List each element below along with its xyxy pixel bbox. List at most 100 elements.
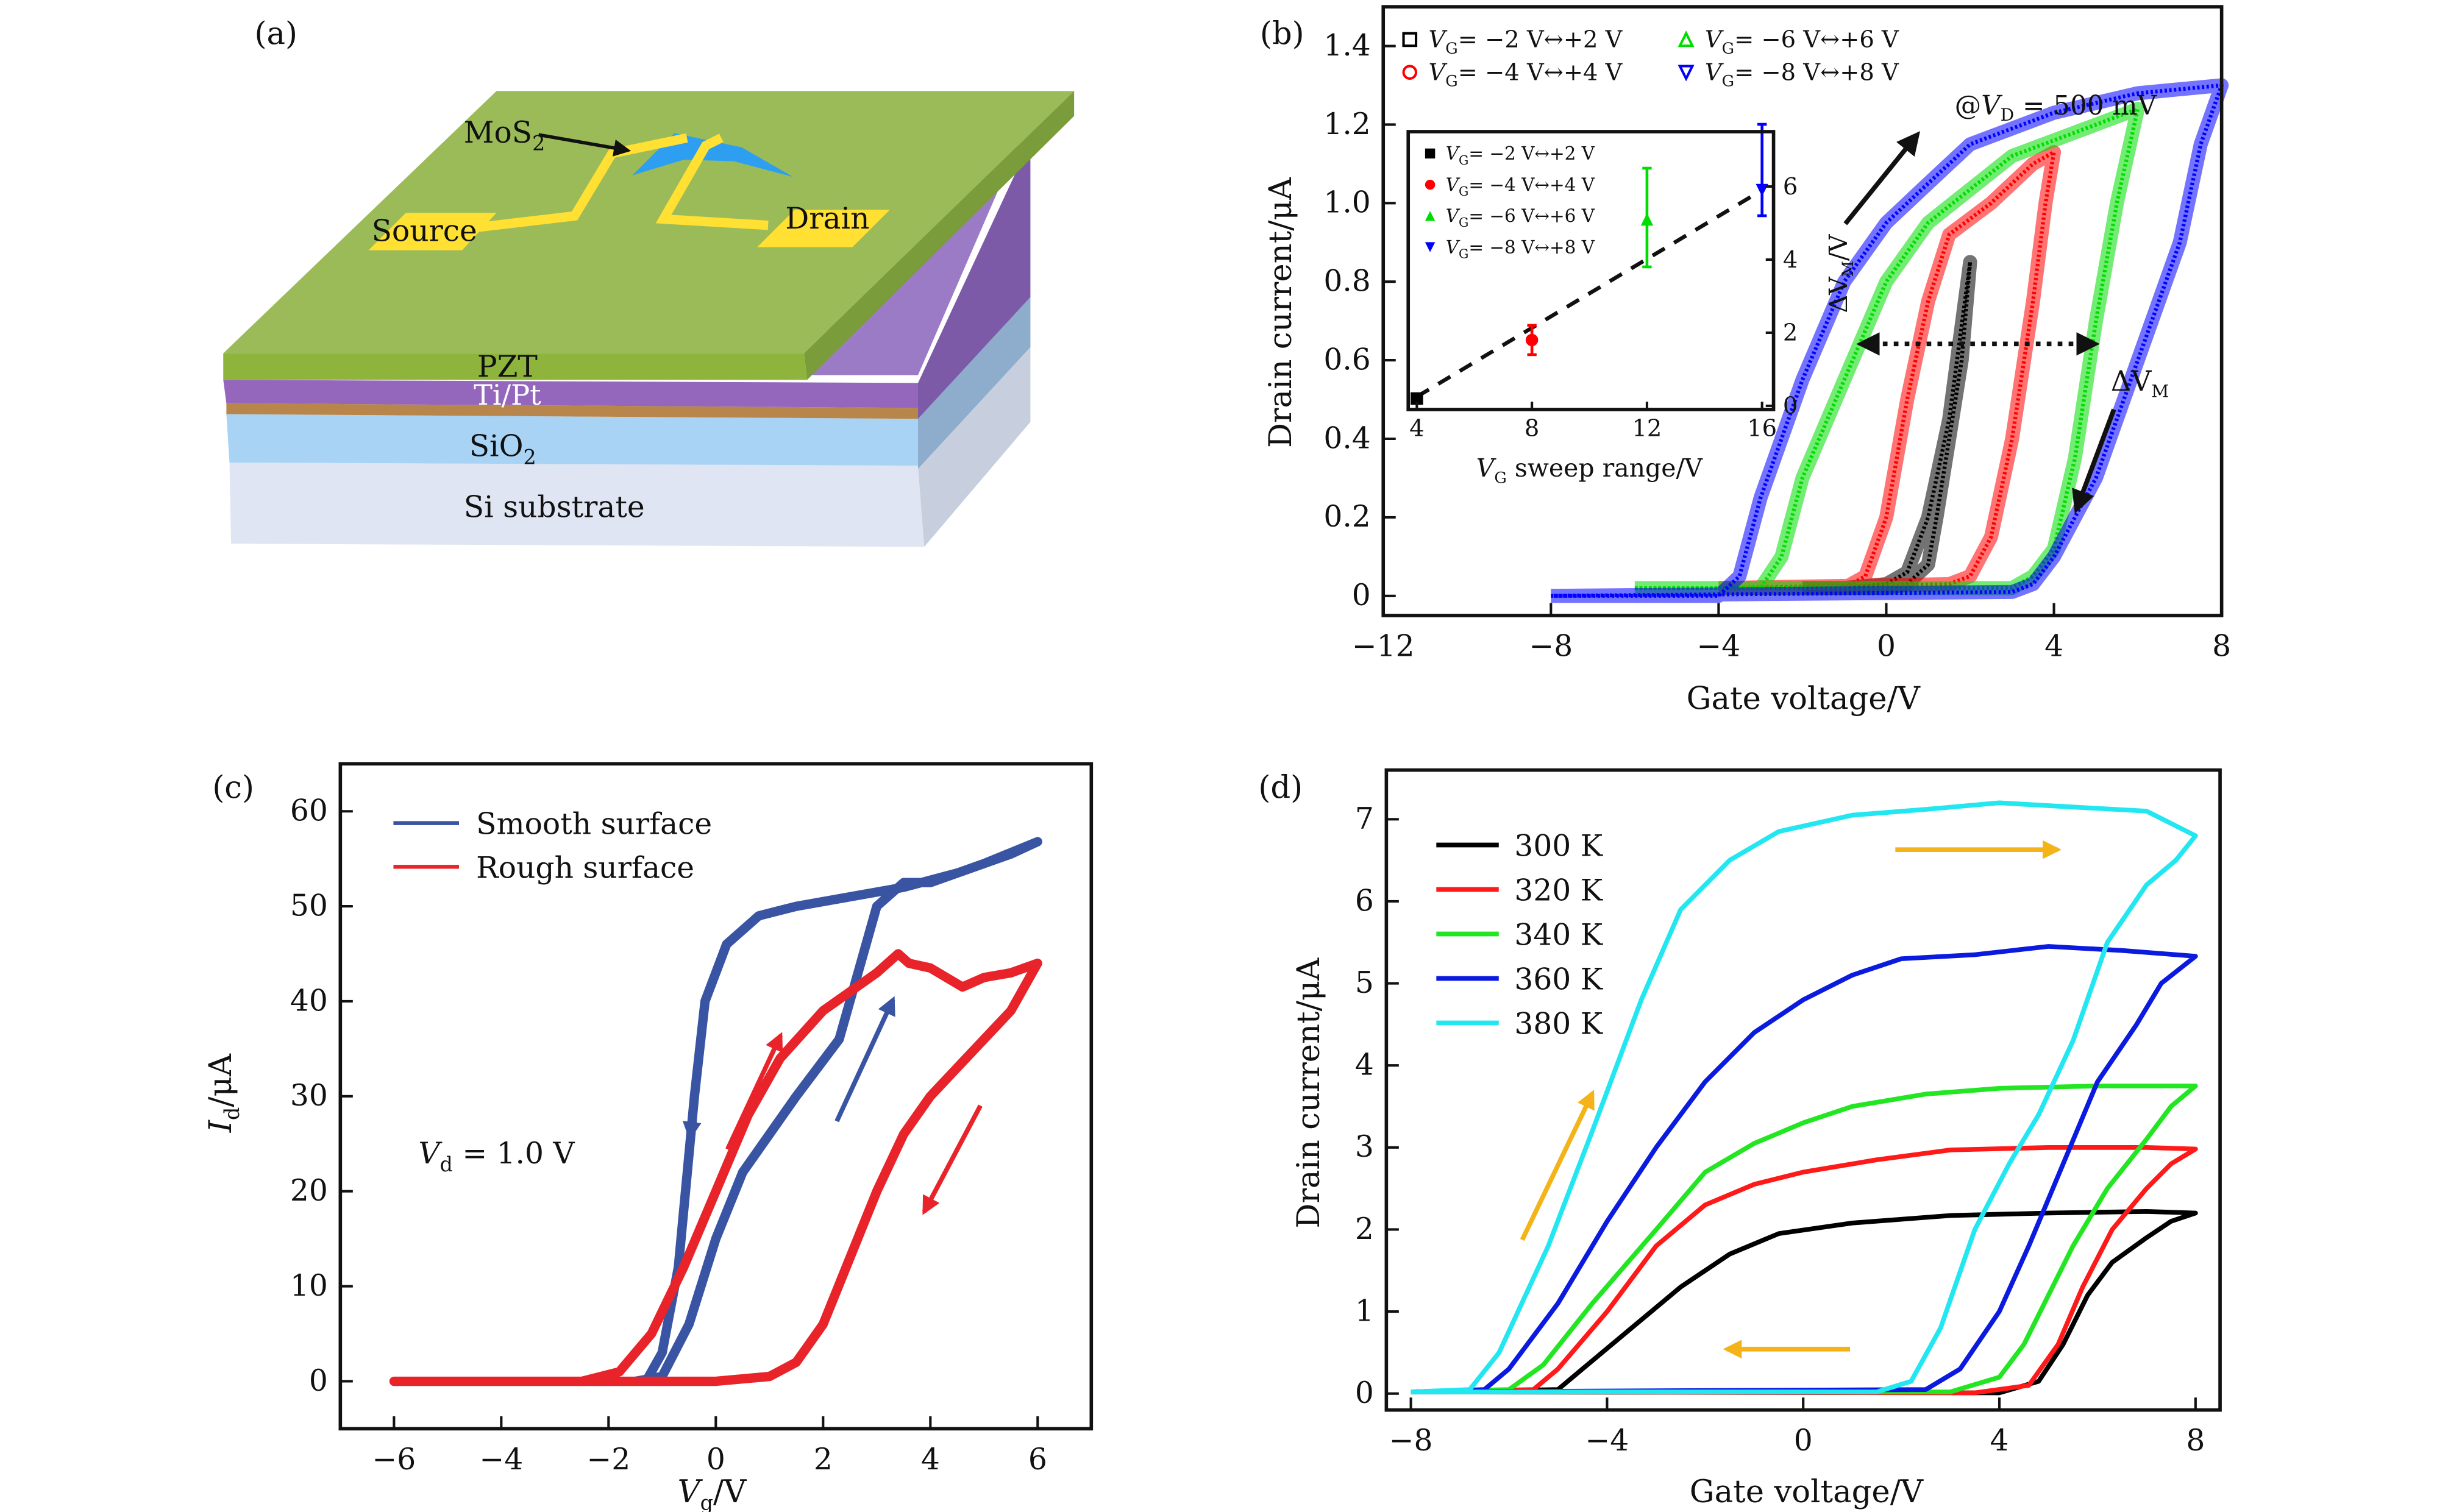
panel-b-annotation: @VD = 500 mV (1955, 91, 2158, 125)
legend-marker (1678, 30, 1695, 48)
source-label: Source (372, 214, 477, 248)
legend-label: Smooth surface (476, 807, 712, 842)
x-tick-label: −6 (372, 1443, 416, 1477)
panel-d: (d) −8 −4 0 4 8 0 1 2 3 4 5 6 7 Gate voltage/V Drai… (1258, 768, 2222, 1510)
panel-c-legend: Smooth surface Rough surface (393, 807, 712, 885)
data-point (1756, 183, 1768, 197)
inset-legend-label: VG= −8 V↔+8 V (1446, 237, 1595, 261)
drain-lead (655, 133, 769, 230)
legend-marker (1402, 32, 1418, 48)
y-tick-label: 4 (1355, 1048, 1374, 1082)
x-tick-label: 4 (1409, 414, 1424, 442)
y-tick-label: 1.0 (1323, 186, 1370, 220)
y-tick-label: 0 (1355, 1376, 1374, 1410)
x-tick-label: −4 (1697, 630, 1741, 664)
si-substrate-label: Si substrate (464, 491, 645, 525)
y-tick-label: 0 (1352, 578, 1371, 612)
x-tick-label: 8 (2186, 1424, 2205, 1458)
panel-d-xlabel: Gate voltage/V (1690, 1474, 1924, 1510)
data-point (1640, 213, 1654, 226)
panel-d-y-ticks: 0 1 2 3 4 5 6 7 (1355, 802, 1399, 1410)
panel-b-legend: VG= −2 V↔+2 VVG= −4 V↔+4 V VG= −6 V↔+6 VV… (1402, 26, 1899, 91)
pzt-side (804, 91, 1075, 380)
panel-label-d: (d) (1258, 770, 1303, 806)
y-tick-label: 5 (1355, 966, 1374, 1000)
x-tick-label: 16 (1747, 414, 1777, 442)
tipt-label: Ti/Pt (474, 378, 541, 411)
series-line (1411, 944, 2198, 1394)
pzt-front (223, 353, 808, 380)
panel-c-annotation: Vd = 1.0 V (418, 1137, 575, 1176)
legend-label: 300 K (1514, 829, 1603, 863)
y-tick-label: 6 (1783, 173, 1798, 201)
panel-label-b: (b) (1260, 16, 1304, 52)
series-line (1411, 1145, 2198, 1396)
panel-label-c: (c) (212, 770, 254, 806)
data-point (1525, 333, 1539, 347)
series-line (1411, 800, 2198, 1394)
x-tick-label: 4 (2044, 630, 2063, 664)
inset-legend-marker (1425, 179, 1436, 190)
panel-c-x-ticks: −6 −4 −2 0 2 4 6 (372, 1416, 1047, 1477)
panel-d-ylabel: Drain current/μA (1290, 957, 1327, 1229)
data-point (1411, 392, 1423, 405)
inset-legend-marker (1425, 211, 1436, 221)
inset-plot-area (1411, 122, 1768, 405)
x-tick-label: 0 (706, 1443, 725, 1477)
legend-marker (1402, 65, 1418, 80)
x-tick-label: 12 (1632, 414, 1662, 442)
y-tick-label: 0.2 (1323, 500, 1370, 534)
interlayer-front (226, 403, 918, 419)
forward-sweep-arrow (1843, 131, 1921, 225)
y-tick-label: 1.4 (1323, 29, 1370, 63)
x-tick-label: 0 (1794, 1424, 1813, 1458)
y-tick-label: 30 (290, 1079, 328, 1113)
inset-ylabel: ΔVM/V (1824, 233, 1857, 313)
y-tick-label: 40 (290, 984, 328, 1018)
legend-label: 320 K (1514, 873, 1603, 907)
x-tick-label: −2 (586, 1443, 630, 1477)
inset-legend-marker (1425, 242, 1436, 252)
drain-pad (757, 210, 890, 247)
y-tick-label: 0.8 (1323, 264, 1370, 299)
y-tick-label: 10 (290, 1269, 328, 1303)
sio2-label: SiO2 (469, 430, 536, 469)
panel-a: (a) MoS2 Source Drain PZT Ti/Pt SiO2 Si … (223, 16, 1075, 547)
y-tick-label: 0.6 (1323, 343, 1370, 377)
source-lead (468, 133, 688, 233)
x-tick-label: 6 (1028, 1443, 1047, 1477)
smooth-up-arrow (834, 996, 895, 1123)
panel-b: (b) −12 −8 −4 0 4 8 0 0.2 0.4 0.6 0.8 1.0 1.2 1.4 Ga… (1260, 5, 2231, 717)
inset-legend-label: VG= −4 V↔+4 V (1446, 174, 1595, 199)
x-tick-label: 0 (1877, 630, 1896, 664)
sio2-side (918, 297, 1031, 469)
pzt-label: PZT (477, 350, 538, 384)
inset-xlabel: VG sweep range/V (1476, 453, 1704, 487)
panel-d-x-ticks: −8 −4 0 4 8 (1389, 1397, 2205, 1458)
legend-label: VG= −6 V↔+6 V (1705, 26, 1899, 58)
x-tick-label: 4 (1990, 1424, 2009, 1458)
tipt-front (223, 380, 918, 408)
mos2-label: MoS2 (464, 116, 546, 155)
si-substrate-front (229, 462, 925, 547)
legend-marker (1678, 65, 1695, 82)
x-tick-label: 2 (814, 1443, 833, 1477)
series-line (1718, 150, 2056, 591)
inset-legend-label: VG= −6 V↔+6 V (1446, 206, 1595, 230)
source-pad (368, 213, 497, 250)
panel-b-frame (1381, 5, 2224, 617)
x-tick-label: −8 (1389, 1424, 1433, 1458)
panel-b-plot-area (1551, 78, 2229, 603)
y-tick-label: 6 (1355, 884, 1374, 918)
inset-legend: VG= −2 V↔+2 V VG= −4 V↔+4 V VG= −6 V↔+6 V V… (1425, 143, 1595, 261)
x-tick-label: −4 (1585, 1424, 1629, 1458)
y-tick-label: 60 (290, 794, 328, 828)
panel-b-x-ticks: −12 −8 −4 0 4 8 (1352, 603, 2231, 664)
rough-down-arrow (922, 1104, 983, 1215)
panel-b-ylabel: Drain current/μA (1262, 177, 1299, 448)
backward-sweep-arrow (2072, 408, 2116, 514)
legend-label: VG= −2 V↔+2 V (1429, 26, 1623, 58)
